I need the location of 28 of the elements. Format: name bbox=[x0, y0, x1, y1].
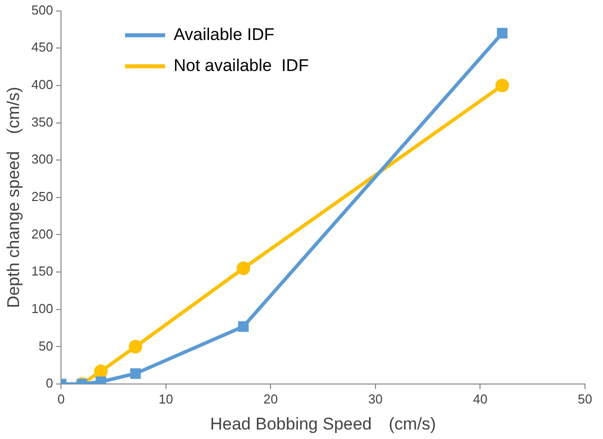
y-tick-label: 250 bbox=[31, 188, 54, 204]
y-tick-label: 200 bbox=[31, 226, 54, 242]
point bbox=[236, 262, 250, 276]
x-tick-label: 40 bbox=[472, 391, 488, 406]
point bbox=[496, 28, 508, 38]
x-tick-label: 20 bbox=[263, 391, 278, 406]
y-tick-label: 450 bbox=[31, 40, 54, 55]
point bbox=[238, 321, 249, 332]
point bbox=[495, 78, 509, 92]
y-tick-label: 500 bbox=[31, 2, 54, 18]
x-axis-title: Head Bobbing Speed (cm/s) bbox=[210, 414, 436, 434]
x-tick-label: 10 bbox=[158, 391, 174, 406]
x-tick-label: 0 bbox=[57, 391, 65, 406]
point bbox=[128, 340, 142, 354]
y-tick-label: 350 bbox=[31, 114, 54, 130]
legend-label: Available IDF bbox=[174, 24, 274, 44]
x-tick-label: 50 bbox=[578, 391, 592, 406]
y-tick-label: 400 bbox=[31, 77, 54, 92]
y-tick-label: 50 bbox=[38, 338, 54, 354]
x-tick-label: 30 bbox=[368, 391, 383, 406]
point bbox=[94, 364, 108, 378]
y-axis-title: Depth change speed (cm/s) bbox=[4, 86, 23, 308]
point bbox=[130, 368, 141, 379]
legend-label: Not available IDF bbox=[174, 56, 309, 75]
y-tick-label: 300 bbox=[31, 152, 54, 167]
y-tick-label: 100 bbox=[31, 300, 54, 316]
y-tick-label: 0 bbox=[46, 376, 54, 391]
y-tick-label: 150 bbox=[31, 264, 54, 279]
